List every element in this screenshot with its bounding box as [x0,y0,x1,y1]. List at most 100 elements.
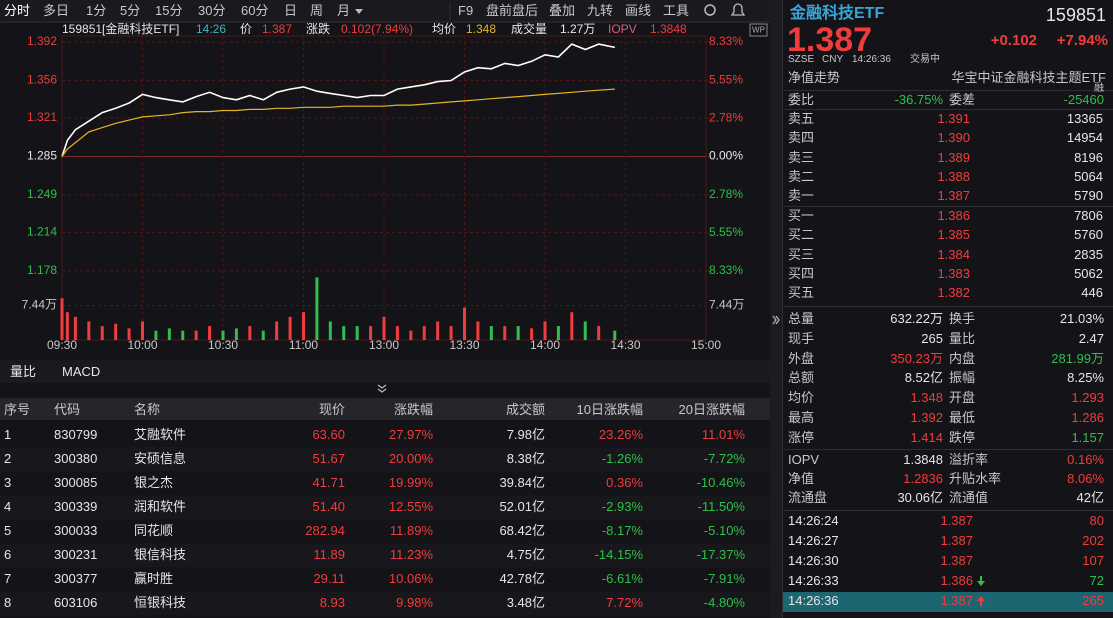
period-tab[interactable]: 15分 [155,3,183,18]
column-header[interactable]: 成交额 [505,402,545,417]
trade-time: 14:26:30 [788,553,839,568]
table-row[interactable] [0,471,770,495]
settings-icon [704,4,716,16]
table-cell: 2 [4,451,12,466]
book-level: 卖三 [788,149,815,165]
period-tab[interactable]: 5分 [120,3,141,18]
column-header[interactable]: 现价 [318,402,345,417]
column-header[interactable]: 涨跌幅 [393,402,433,417]
table-row[interactable] [0,543,770,567]
table-row[interactable] [0,591,770,615]
price-change-pct: +7.94% [1056,31,1108,49]
book-level: 买一 [788,208,815,223]
volume-bar [73,316,77,340]
fund-code: 159851 [1045,5,1106,25]
period-tab[interactable]: 日 [284,3,298,18]
table-cell: 603106 [54,595,98,610]
tool-button[interactable]: F9 [458,3,474,18]
arrow-shape [977,576,985,586]
stat-label: 总量 [788,311,815,326]
price-line [61,43,615,157]
x-tick-label: 14:30 [610,338,640,352]
fund-full-name: 华宝中证金融科技主题ETF [951,70,1106,85]
column-header[interactable]: 10日涨跌幅 [576,402,643,417]
nav-link[interactable]: 净值走势 [788,70,841,85]
indicator-tab[interactable]: MACD [62,364,101,379]
table-row[interactable] [0,447,770,471]
y2-tick-label: 2.78% [709,110,743,124]
book-level: 买二 [788,227,815,243]
book-price: 1.382 [937,285,970,301]
table-cell: 52.01亿 [499,499,545,514]
chart-header-code: 159851[金融科技ETF] [62,21,179,36]
table-cell: 41.71 [312,475,345,490]
column-header[interactable]: 20日涨跌幅 [678,402,745,417]
indicator-tab[interactable]: 量比 [10,364,37,379]
stat-label: 净值 [788,471,815,486]
panel-border [782,0,783,618]
table-cell: -1.26% [601,451,643,466]
expand-icon[interactable] [375,383,389,395]
trade-time: 14:26:36 [788,593,839,608]
table-cell: 300085 [54,475,98,490]
volume-bar [583,321,587,340]
period-tab[interactable]: 周 [310,3,324,18]
column-header[interactable]: 序号 [4,402,31,417]
volume-bar [476,321,480,340]
volume-bar [436,321,440,340]
table-row[interactable] [0,495,770,519]
table-cell: 4.75亿 [506,547,545,562]
book-price: 1.391 [937,111,970,126]
volume-bar [194,330,198,340]
period-tab[interactable]: 分时 [4,3,31,18]
book-level: 买四 [788,265,815,281]
table-cell: -6.61% [601,571,643,586]
table-row[interactable] [0,519,770,543]
stat-value: 281.99万 [1051,350,1104,366]
volume-bar [449,326,453,340]
tool-button[interactable]: 工具 [663,3,690,18]
intraday-chart: 159851[金融科技ETF] 14:26 价 1.387 涨跌 0.102(7.94%)… [0,3,770,352]
period-tab[interactable]: 60分 [241,3,269,18]
chart-header-change-label: 涨跌 [306,21,330,36]
y2-tick-label: 5.55% [709,225,743,239]
table-cell: 39.84亿 [499,475,545,490]
volume-bar [503,326,507,340]
table-cell: 63.60 [312,427,345,442]
period-tab[interactable]: 多日 [43,3,70,18]
currency: CNY [822,54,844,65]
table-cell: 19.99% [388,475,433,490]
trade-price: 1.387 [940,593,973,608]
tool-button[interactable]: 叠加 [549,3,576,18]
volume-bar [382,316,386,340]
table-row[interactable] [0,423,770,447]
book-volume: 5790 [1074,188,1103,204]
tool-button[interactable]: 九转 [587,3,614,18]
period-tab[interactable]: 月 [337,3,351,18]
chart-header-price-label: 价 [240,22,252,36]
volume-bar [167,328,171,340]
stat-label: 跌停 [949,429,976,445]
stat-value: 265 [921,330,943,346]
tool-button[interactable]: 盘前盘后 [486,3,539,18]
dropdown-icon [355,9,363,14]
column-header[interactable]: 代码 [54,402,81,417]
stat-value: 8.06% [1067,471,1104,486]
column-header[interactable]: 名称 [134,402,161,417]
stat-label: 均价 [788,390,815,406]
volume-bar [288,316,292,340]
stat-label: 涨停 [788,429,815,445]
book-level: 卖二 [788,168,815,184]
period-tab[interactable]: 30分 [198,3,226,18]
volume-bar [65,312,69,340]
ratio-label: 委差 [949,92,976,107]
last-price: 1.387 [787,21,873,59]
tool-button[interactable]: 画线 [625,3,652,18]
period-tab[interactable]: 1分 [86,3,107,18]
table-row[interactable] [0,567,770,591]
table-cell: 10.06% [388,571,433,586]
table-cell: 300377 [54,571,98,586]
stat-value: 21.03% [1059,311,1104,326]
splitter[interactable] [770,0,782,618]
